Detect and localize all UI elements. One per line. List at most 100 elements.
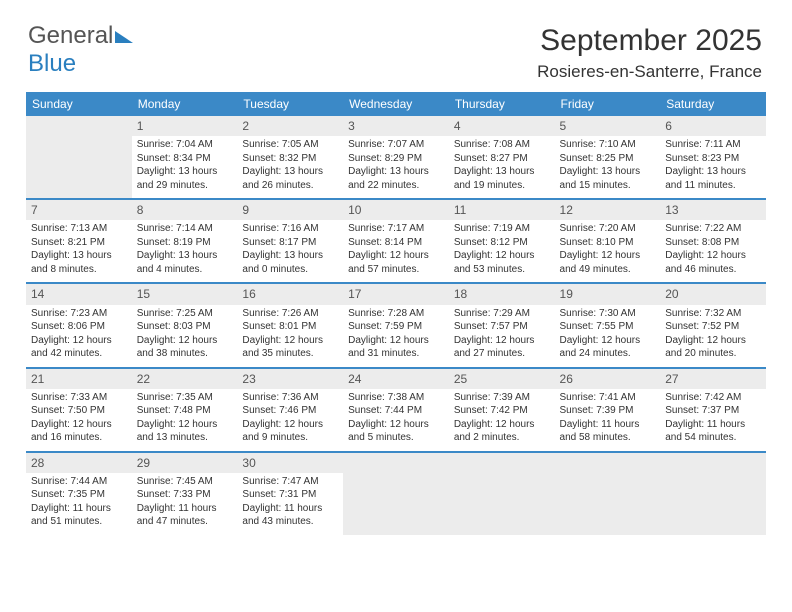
- calendar-day-cell: 16 Sunrise: 7:26 AM Sunset: 8:01 PM Dayligh…: [237, 283, 343, 367]
- calendar-week-row: 1Sunrise: 7:04 AMSunset: 8:34 PMDaylight…: [26, 116, 766, 199]
- day-number: 29: [132, 453, 238, 473]
- sunrise-line: Sunrise: 7:44 AM: [31, 476, 107, 487]
- location-subtitle: Rosieres-en-Santerre, France: [537, 62, 762, 82]
- sunrise-line: Sunrise: 7:35 AM: [137, 392, 213, 403]
- sunset-line: Sunset: 7:37 PM: [665, 405, 739, 416]
- sunset-line: Sunset: 7:52 PM: [665, 321, 739, 332]
- brand-logo: General Blue: [28, 22, 133, 78]
- sunset-line: Sunset: 7:44 PM: [348, 405, 422, 416]
- daylight-line: Daylight: 13 hours and 0 minutes.: [242, 250, 323, 275]
- sunrise-line: Sunrise: 7:07 AM: [348, 139, 424, 150]
- brand-part1: General: [28, 22, 113, 49]
- calendar-day-cell: 10Sunrise: 7:17 AMSunset: 8:14 PMDayligh…: [343, 199, 449, 283]
- daylight-line: Daylight: 12 hours and 9 minutes.: [242, 419, 323, 444]
- day-number: 10: [343, 200, 449, 220]
- daylight-line: Daylight: 12 hours and 13 minutes.: [137, 419, 218, 444]
- col-wednesday: Wednesday: [343, 92, 449, 116]
- day-number: 15: [132, 284, 238, 304]
- sunrise-line: Sunrise: 7:20 AM: [560, 223, 636, 234]
- calendar-day-cell: 28Sunrise: 7:44 AMSunset: 7:35 PMDayligh…: [26, 452, 132, 535]
- sunrise-line: Sunrise: 7:39 AM: [454, 392, 530, 403]
- daylight-line: Daylight: 13 hours and 22 minutes.: [348, 166, 429, 191]
- calendar-day-cell: 6Sunrise: 7:11 AMSunset: 8:23 PMDaylight…: [660, 116, 766, 199]
- sunrise-line: Sunrise: 7:47 AM: [242, 476, 318, 487]
- day-number: 8: [132, 200, 238, 220]
- sunset-line: Sunset: 7:35 PM: [31, 489, 105, 500]
- sunrise-line: Sunrise: 7:25 AM: [137, 308, 213, 319]
- calendar-day-cell: 26Sunrise: 7:41 AMSunset: 7:39 PMDayligh…: [555, 368, 661, 452]
- sunrise-line: Sunrise: 7:08 AM: [454, 139, 530, 150]
- calendar-day-cell: 30 Sunrise: 7:47 AM Sunset: 7:31 PM Dayligh…: [237, 452, 343, 535]
- day-number: 28: [26, 453, 132, 473]
- daylight-line: Daylight: 13 hours and 19 minutes.: [454, 166, 535, 191]
- sunset-line: Sunset: 7:33 PM: [137, 489, 211, 500]
- daylight-line: Daylight: 11 hours and 54 minutes.: [665, 419, 745, 444]
- col-friday: Friday: [555, 92, 661, 116]
- sunrise-line: Sunrise: 7:33 AM: [31, 392, 107, 403]
- daylight-line: Daylight: 12 hours and 46 minutes.: [665, 250, 746, 275]
- calendar-empty-cell: [449, 452, 555, 535]
- day-number: 20: [660, 284, 766, 304]
- daylight-line: Daylight: 12 hours and 42 minutes.: [31, 335, 112, 360]
- sunrise-line: Sunrise: 7:42 AM: [665, 392, 741, 403]
- sunrise-line: Sunrise: 7:38 AM: [348, 392, 424, 403]
- calendar-day-cell: 13Sunrise: 7:22 AMSunset: 8:08 PMDayligh…: [660, 199, 766, 283]
- sunset-line: Sunset: 8:17 PM: [242, 237, 316, 248]
- day-number: 11: [449, 200, 555, 220]
- daylight-line: Daylight: 13 hours and 11 minutes.: [665, 166, 746, 191]
- daylight-line: Daylight: 12 hours and 27 minutes.: [454, 335, 535, 360]
- day-number: 13: [660, 200, 766, 220]
- day-number: 3: [343, 116, 449, 136]
- calendar-week-row: 28 Sunrise: 7:44 AM Sunset: 7:35 PM Dayligh…: [26, 452, 766, 535]
- day-number: 26: [555, 369, 661, 389]
- day-number: 22: [132, 369, 238, 389]
- calendar-day-cell: 20Sunrise: 7:32 AMSunset: 7:52 PMDayligh…: [660, 283, 766, 367]
- calendar-week-row: 7Sunrise: 7:13 AMSunset: 8:21 PMDaylight…: [26, 199, 766, 283]
- sunrise-line: Sunrise: 7:32 AM: [665, 308, 741, 319]
- calendar-day-cell: 12Sunrise: 7:20 AMSunset: 8:10 PMDayligh…: [555, 199, 661, 283]
- calendar-day-cell: 8Sunrise: 7:14 AMSunset: 8:19 PMDaylight…: [132, 199, 238, 283]
- sunset-line: Sunset: 8:08 PM: [665, 237, 739, 248]
- day-number: 27: [660, 369, 766, 389]
- sunrise-line: Sunrise: 7:17 AM: [348, 223, 424, 234]
- day-number: 7: [26, 200, 132, 220]
- day-number: 30: [237, 453, 343, 473]
- daylight-line: Daylight: 13 hours and 29 minutes.: [137, 166, 218, 191]
- day-number: 5: [555, 116, 661, 136]
- day-number: 6: [660, 116, 766, 136]
- calendar-empty-cell: [26, 116, 132, 199]
- daylight-line: Daylight: 11 hours and 43 minutes.: [242, 503, 322, 528]
- calendar-day-cell: 25Sunrise: 7:39 AMSunset: 7:42 PMDayligh…: [449, 368, 555, 452]
- sunrise-line: Sunrise: 7:14 AM: [137, 223, 213, 234]
- sunrise-line: Sunrise: 7:28 AM: [348, 308, 424, 319]
- brand-triangle-icon: [115, 31, 133, 43]
- calendar-table: Sunday Monday Tuesday Wednesday Thursday…: [26, 92, 766, 535]
- calendar-day-cell: 21Sunrise: 7:33 AMSunset: 7:50 PMDayligh…: [26, 368, 132, 452]
- calendar-header-row: Sunday Monday Tuesday Wednesday Thursday…: [26, 92, 766, 116]
- day-number: 17: [343, 284, 449, 304]
- calendar-day-cell: 7Sunrise: 7:13 AMSunset: 8:21 PMDaylight…: [26, 199, 132, 283]
- sunset-line: Sunset: 8:01 PM: [242, 321, 316, 332]
- calendar-day-cell: 11Sunrise: 7:19 AMSunset: 8:12 PMDayligh…: [449, 199, 555, 283]
- day-number: 16: [237, 284, 343, 304]
- sunrise-line: Sunrise: 7:05 AM: [242, 139, 318, 150]
- calendar-body: 1Sunrise: 7:04 AMSunset: 8:34 PMDaylight…: [26, 116, 766, 535]
- sunrise-line: Sunrise: 7:23 AM: [31, 308, 107, 319]
- calendar-week-row: 21Sunrise: 7:33 AMSunset: 7:50 PMDayligh…: [26, 368, 766, 452]
- calendar-empty-cell: [660, 452, 766, 535]
- sunset-line: Sunset: 8:12 PM: [454, 237, 528, 248]
- daylight-line: Daylight: 13 hours and 26 minutes.: [242, 166, 323, 191]
- sunset-line: Sunset: 8:34 PM: [137, 153, 211, 164]
- sunset-line: Sunset: 8:03 PM: [137, 321, 211, 332]
- calendar-empty-cell: [555, 452, 661, 535]
- daylight-line: Daylight: 12 hours and 57 minutes.: [348, 250, 429, 275]
- calendar-day-cell: 15Sunrise: 7:25 AMSunset: 8:03 PMDayligh…: [132, 283, 238, 367]
- daylight-line: Daylight: 12 hours and 5 minutes.: [348, 419, 429, 444]
- daylight-line: Daylight: 12 hours and 35 minutes.: [242, 335, 323, 360]
- sunrise-line: Sunrise: 7:26 AM: [242, 308, 318, 319]
- sunset-line: Sunset: 8:25 PM: [560, 153, 634, 164]
- sunset-line: Sunset: 7:31 PM: [242, 489, 316, 500]
- sunset-line: Sunset: 8:27 PM: [454, 153, 528, 164]
- daylight-line: Daylight: 13 hours and 15 minutes.: [560, 166, 641, 191]
- sunset-line: Sunset: 8:19 PM: [137, 237, 211, 248]
